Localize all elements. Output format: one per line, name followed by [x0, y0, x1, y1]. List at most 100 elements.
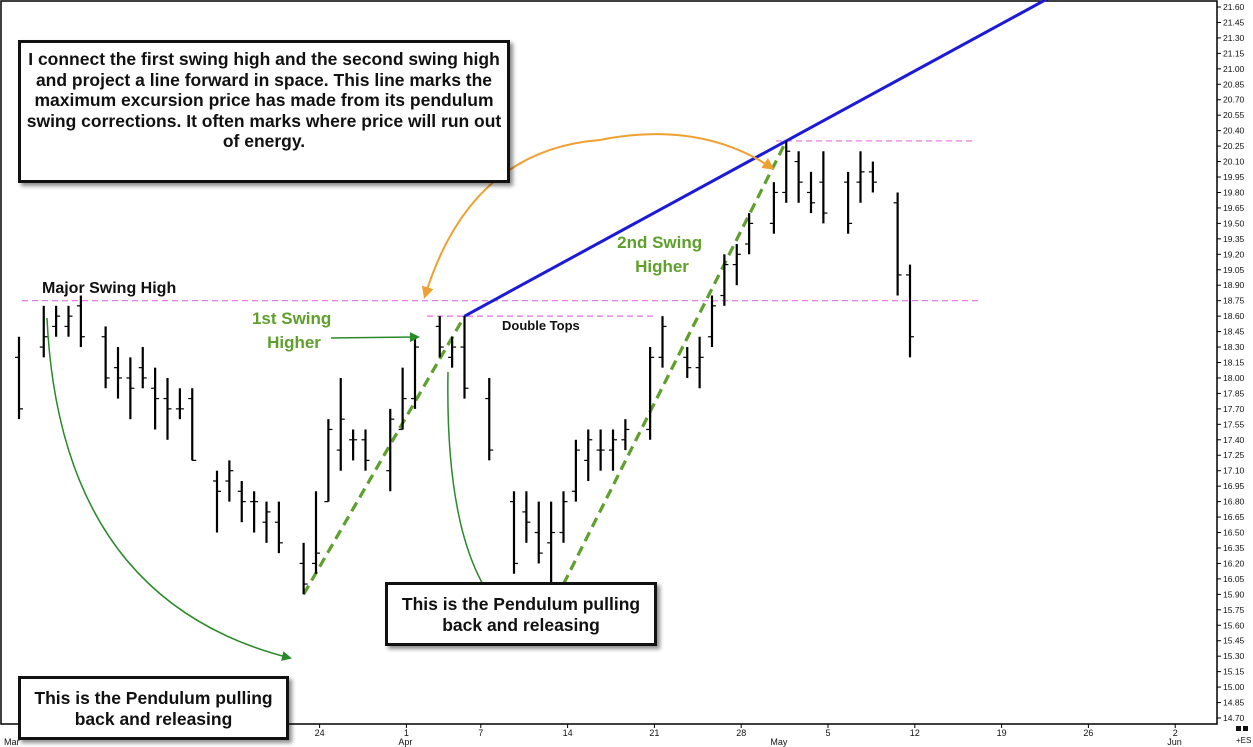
double-tops-label: Double Tops [502, 318, 580, 333]
x-tick-label: 2 [1173, 728, 1178, 738]
y-tick-label: 20.40 [1223, 126, 1245, 136]
ohlc-bar [745, 213, 754, 255]
ohlc-bar [64, 305, 73, 337]
y-tick-label: 19.95 [1223, 172, 1245, 182]
ohlc-bar [609, 429, 617, 471]
y-tick-label: 21.00 [1223, 64, 1245, 74]
ohlc-bar [584, 429, 593, 481]
axis-corner-label: +ES [1236, 736, 1251, 745]
y-tick-label: 18.75 [1223, 296, 1245, 306]
x-tick-label: 24 [315, 728, 325, 738]
ohlc-bar [213, 470, 221, 533]
ohlc-bar [126, 357, 135, 420]
y-tick-label: 16.95 [1223, 481, 1245, 491]
y-tick-label: 14.85 [1223, 698, 1245, 708]
y-tick-label: 21.15 [1223, 48, 1245, 58]
ohlc-bar [782, 140, 791, 203]
ohlc-bar [720, 254, 729, 306]
y-tick-label: 15.45 [1223, 636, 1245, 646]
pendulum-note-left: This is the Pendulum pulling back and re… [18, 676, 289, 740]
second-swing-label: 2nd Swing Higher [617, 233, 707, 276]
ohlc-bar [76, 295, 85, 348]
ohlc-bar [547, 501, 556, 585]
ohlc-bar [262, 501, 271, 543]
y-tick-label: 17.40 [1223, 435, 1245, 445]
x-tick-label: 7 [478, 728, 483, 738]
first-swing-label-line-1: 1st Swing [252, 309, 331, 328]
x-tick-label: 14 [563, 728, 573, 738]
ohlc-bar [15, 336, 23, 420]
y-tick-label: 21.60 [1223, 2, 1245, 12]
ohlc-bar [411, 336, 419, 409]
ohlc-bar [510, 491, 518, 574]
x-tick-label: 28 [736, 728, 746, 738]
y-tick-label: 16.20 [1223, 558, 1245, 568]
x-month-label: Apr [398, 737, 412, 747]
ohlc-bar [794, 151, 803, 203]
y-tick-label: 18.30 [1223, 342, 1245, 352]
major-swing-high-label: Major Swing High [42, 280, 176, 297]
y-tick-label: 14.70 [1223, 713, 1245, 723]
y-tick-label: 17.85 [1223, 388, 1245, 398]
ohlc-bar [460, 316, 469, 399]
pendulum-arrow-left [46, 317, 292, 661]
y-tick-label: 18.45 [1223, 327, 1245, 337]
ohlc-bar [299, 542, 308, 595]
ohlc-bar [646, 347, 655, 440]
y-tick-label: 16.80 [1223, 497, 1245, 507]
ohlc-bar [237, 481, 246, 523]
y-tick-label: 17.70 [1223, 404, 1245, 414]
ohlc-bar [39, 305, 48, 358]
y-tick-label: 15.90 [1223, 589, 1245, 599]
y-tick-label: 15.60 [1223, 620, 1245, 630]
ohlc-bar [868, 161, 877, 193]
y-tick-label: 18.00 [1223, 373, 1245, 383]
y-tick-label: 15.15 [1223, 667, 1245, 677]
x-month-label: Mar [4, 737, 20, 747]
ohlc-bar [114, 347, 122, 399]
price-axis: 21.60 21.45 21.30 21.15 21.00 20.85 20.70 20.55… [1216, 1, 1245, 724]
y-tick-label: 18.15 [1223, 358, 1245, 368]
x-month-label: May [770, 737, 788, 747]
y-tick-label: 15.00 [1223, 682, 1245, 692]
first-swing-label: 1st Swing Higher [252, 309, 336, 352]
ohlc-bar [621, 419, 630, 451]
x-tick-label: 21 [649, 728, 659, 738]
y-tick-label: 16.35 [1223, 543, 1245, 553]
y-tick-label: 17.25 [1223, 450, 1245, 460]
y-tick-label: 19.80 [1223, 187, 1245, 197]
x-month-label: Jun [1167, 737, 1182, 747]
ohlc-bar [708, 295, 716, 348]
ohlc-bar [138, 347, 147, 389]
x-tick-label: 19 [997, 728, 1007, 738]
ohlc-bar [324, 419, 333, 503]
ohlc-bar [386, 408, 395, 492]
swing-connect-curve-right [599, 133, 775, 170]
y-tick-label: 15.75 [1223, 605, 1245, 615]
y-tick-label: 17.10 [1223, 466, 1245, 476]
ohlc-bar [807, 171, 815, 214]
y-tick-label: 20.70 [1223, 95, 1245, 105]
ohlc-bar [522, 491, 531, 543]
ohlc-bar [695, 336, 704, 389]
axis-corner-mark [1236, 726, 1241, 731]
y-tick-label: 16.05 [1223, 574, 1245, 584]
y-tick-label: 18.90 [1223, 280, 1245, 290]
first-swing-label-line-2: Higher [267, 333, 321, 352]
ohlc-bar [732, 244, 741, 286]
y-tick-label: 19.65 [1223, 203, 1245, 213]
y-tick-label: 20.55 [1223, 110, 1245, 120]
ohlc-bar [250, 491, 259, 533]
ohlc-bar [151, 367, 160, 430]
ohlc-bar [349, 429, 358, 461]
ohlc-bar [571, 439, 580, 502]
ohlc-bar [893, 192, 902, 296]
second-swing-label-line-1: 2nd Swing [617, 233, 702, 252]
y-tick-label: 19.35 [1223, 234, 1245, 244]
second-swing-label-line-2: Higher [635, 257, 689, 276]
ohlc-bar [312, 491, 320, 574]
x-tick-label: 12 [910, 728, 920, 738]
x-tick-label: 5 [825, 728, 830, 738]
y-tick-label: 20.25 [1223, 141, 1245, 151]
ohlc-bar [52, 305, 61, 337]
